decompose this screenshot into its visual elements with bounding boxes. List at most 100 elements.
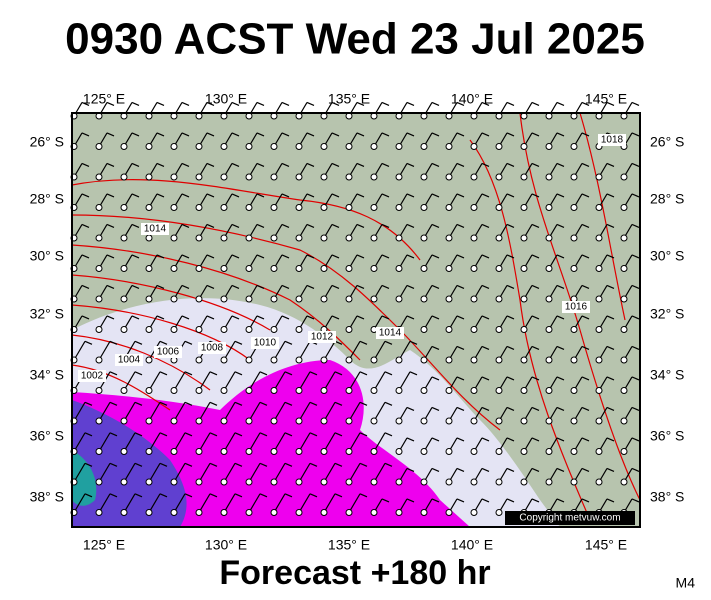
lat-label: 34° S — [650, 367, 684, 383]
station — [620, 295, 628, 303]
barb-flag — [256, 101, 265, 106]
barb-flag — [281, 223, 290, 228]
barb-flag — [284, 340, 293, 345]
barb-staff — [273, 371, 286, 391]
barb-staff — [73, 493, 86, 513]
barb-flag — [331, 162, 340, 167]
barb-flag — [131, 315, 140, 320]
barb-flag — [531, 406, 540, 411]
station — [270, 387, 278, 394]
station — [120, 417, 128, 425]
barb-flag — [331, 284, 340, 289]
axis-labels: 125° E 125° E 130° E 130° E 135° E 135° E 140°… — [30, 91, 685, 553]
barb-flag — [281, 101, 290, 106]
barb-flag — [606, 345, 615, 350]
station — [145, 234, 153, 242]
barb-flag — [631, 376, 640, 381]
barb-flag — [109, 432, 118, 437]
barb-flag — [159, 401, 168, 406]
barb-flag — [256, 254, 265, 259]
station — [470, 234, 478, 242]
station — [445, 448, 453, 455]
barb-flag — [431, 498, 440, 503]
barb-flag — [581, 437, 590, 442]
isobar-label-box — [376, 327, 404, 339]
station — [395, 143, 403, 150]
station — [120, 509, 128, 516]
barb-flag — [556, 467, 565, 472]
barb-staff — [123, 401, 136, 422]
station — [220, 478, 228, 486]
barb-flag — [156, 101, 165, 106]
station — [470, 387, 478, 394]
barb-flag — [556, 345, 565, 350]
barb-flag — [606, 162, 615, 167]
lon-label: 135° E — [328, 91, 370, 107]
barb-flag — [306, 101, 315, 106]
barb-flag — [406, 193, 415, 198]
barb-flag — [556, 376, 565, 381]
barb-flag — [481, 315, 490, 320]
station — [470, 326, 478, 333]
lat-label: 38° S — [650, 489, 684, 505]
station — [95, 417, 103, 425]
barb-flag — [506, 162, 515, 167]
station — [570, 417, 578, 425]
barb-flag — [406, 284, 415, 289]
barb-flag — [456, 345, 465, 350]
lon-label: 140° E — [451, 91, 493, 107]
station — [345, 234, 353, 242]
isobar-label-box — [598, 134, 626, 146]
barb-staff — [273, 462, 286, 483]
station — [520, 356, 528, 364]
station — [145, 509, 153, 516]
barb-flag — [481, 193, 490, 198]
barb-flag — [506, 193, 515, 198]
barb-flag — [556, 315, 565, 320]
barb-staff — [123, 371, 136, 391]
station — [95, 173, 103, 181]
barb-staff — [373, 462, 386, 483]
station — [470, 295, 478, 303]
station — [595, 326, 603, 333]
barb-flag — [306, 223, 315, 228]
station — [470, 417, 478, 425]
barb-flag — [581, 254, 590, 259]
barb-flag — [431, 467, 440, 472]
barb-staff — [273, 432, 286, 452]
station — [395, 204, 403, 211]
barb-flag — [109, 371, 118, 376]
barb-staff — [373, 432, 386, 452]
barb-flag — [409, 340, 418, 345]
barb-flag — [231, 223, 240, 228]
station — [195, 478, 203, 486]
station — [320, 448, 328, 455]
station — [420, 448, 428, 455]
barb-flag — [231, 315, 240, 320]
barb-flag — [481, 345, 490, 350]
station — [420, 387, 428, 394]
station — [370, 234, 378, 242]
barb-flag — [456, 406, 465, 411]
station — [595, 356, 603, 364]
barb-flag — [334, 371, 343, 376]
station — [470, 173, 478, 181]
barb-staff — [323, 432, 336, 452]
isobar-label-box — [251, 337, 279, 349]
barb-flag — [334, 493, 343, 498]
barb-flag — [306, 315, 315, 320]
station — [445, 417, 453, 425]
barb-staff — [248, 432, 261, 452]
station — [495, 417, 503, 425]
barb-flag — [181, 132, 190, 137]
barb-flag — [184, 371, 193, 376]
station — [545, 295, 553, 303]
station — [620, 265, 628, 272]
barb-flag — [131, 223, 140, 228]
barb-flag — [406, 254, 415, 259]
barb-staff — [173, 462, 186, 483]
barb-staff — [223, 493, 236, 513]
barb-flag — [359, 493, 368, 498]
station — [245, 509, 253, 516]
barb-flag — [606, 101, 615, 106]
